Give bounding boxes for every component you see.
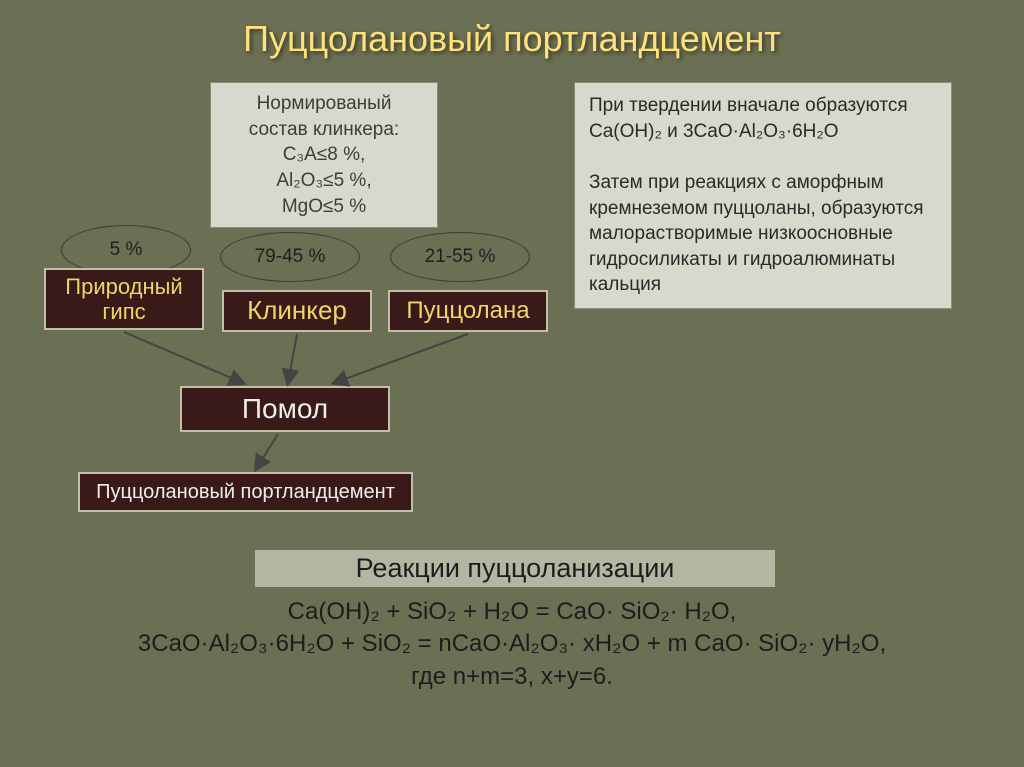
pozzolana-box: Пуццолана	[388, 290, 548, 332]
grinding-label: Помол	[242, 393, 328, 425]
side-line: Затем при реакциях с аморфным кремнеземо…	[589, 170, 937, 298]
reaction-line: 3CaO·Al₂O₃·6H₂O + SiO₂ = nCaO·Al₂O₃· xH₂…	[30, 628, 994, 660]
slide-root: Пуццолановый портландцемент Нормированый…	[0, 0, 1024, 767]
pozzolana-percent: 21-55 %	[425, 246, 496, 268]
gypsum-percent: 5 %	[110, 239, 143, 261]
reactions-body: Ca(OH)₂ + SiO₂ + H₂O = CaO· SiO₂· H₂O, 3…	[30, 596, 994, 693]
info-line: С₃А≤8 %,	[225, 142, 423, 168]
hardening-description-box: При твердении вначале образуются Ca(OH)₂…	[574, 82, 952, 309]
clinker-box: Клинкер	[222, 290, 372, 332]
side-line	[589, 144, 937, 170]
reactions-header: Реакции пуццоланизации	[255, 550, 775, 587]
clinker-label: Клинкер	[247, 296, 347, 326]
grinding-box: Помол	[180, 386, 390, 432]
info-line: Нормированый	[225, 91, 423, 117]
side-line: При твердении вначале образуются	[589, 93, 937, 119]
reaction-line: где n+m=3, x+y=6.	[30, 661, 994, 693]
side-line: Ca(OH)₂ и 3CaO·Al₂O₃·6H₂O	[589, 119, 937, 145]
info-line: MgO≤5 %	[225, 194, 423, 220]
clinker-percent-ellipse: 79-45 %	[220, 232, 360, 282]
clinker-percent: 79-45 %	[255, 246, 326, 268]
result-label: Пуццолановый портландцемент	[96, 481, 395, 504]
info-line: состав клинкера:	[225, 117, 423, 143]
pozzolana-percent-ellipse: 21-55 %	[390, 232, 530, 282]
info-line: Al₂O₃≤5 %,	[225, 168, 423, 194]
pozzolana-label: Пуццолана	[406, 297, 529, 325]
slide-title: Пуццолановый портландцемент	[0, 0, 1024, 60]
reaction-line: Ca(OH)₂ + SiO₂ + H₂O = CaO· SiO₂· H₂O,	[30, 596, 994, 628]
clinker-composition-box: Нормированый состав клинкера: С₃А≤8 %, A…	[210, 82, 438, 228]
gypsum-box: Природный гипс	[44, 268, 204, 330]
gypsum-label: Природный гипс	[65, 274, 182, 325]
result-box: Пуццолановый портландцемент	[78, 472, 413, 512]
